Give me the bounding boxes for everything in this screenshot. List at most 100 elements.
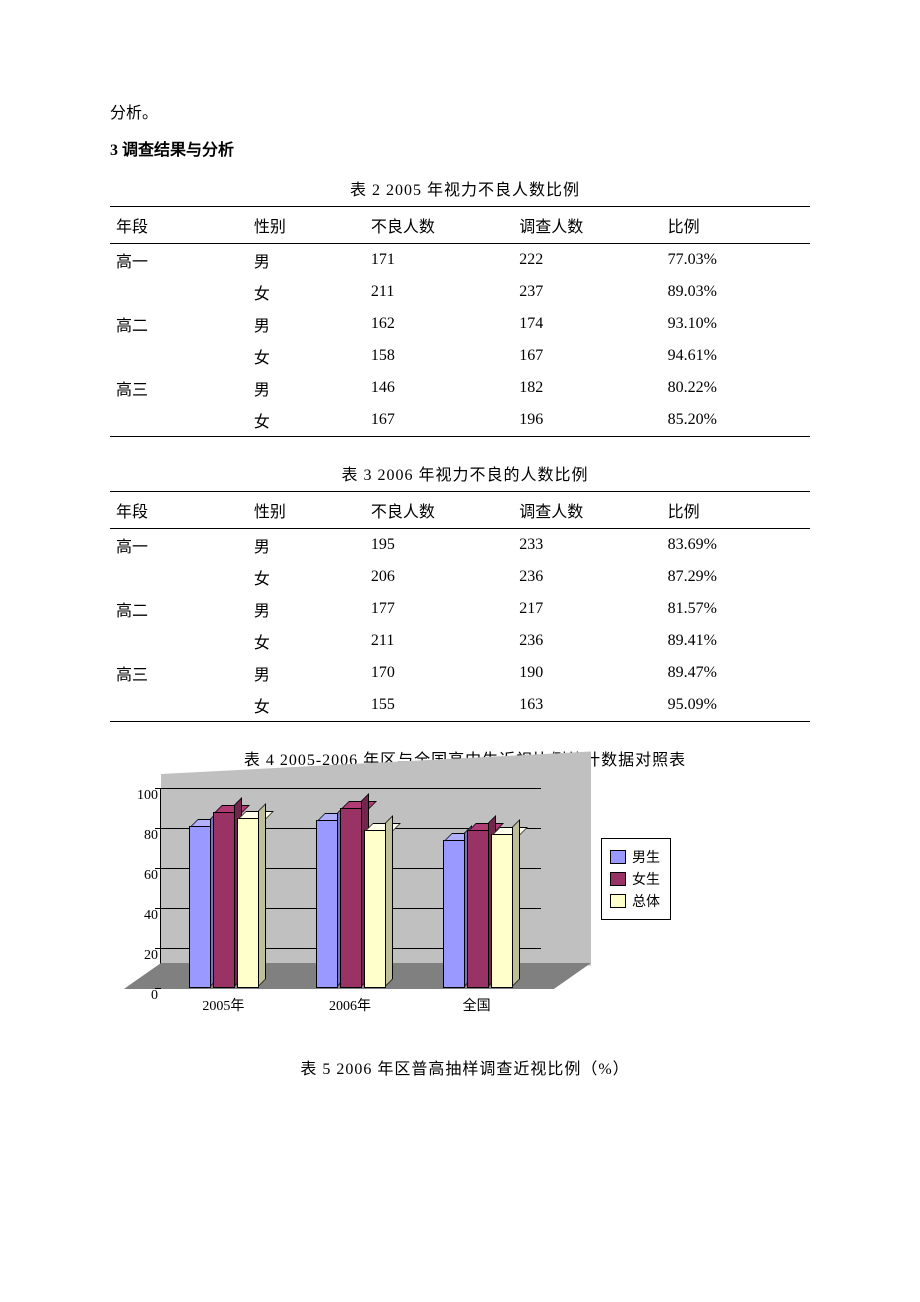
table-cell: 195 <box>365 528 513 561</box>
legend-label: 男生 <box>632 847 660 867</box>
table-row: 高二男16217493.10% <box>110 308 810 340</box>
table-cell: 77.03% <box>662 243 810 276</box>
bar <box>364 830 386 988</box>
table-cell: 83.69% <box>662 528 810 561</box>
y-tick-label: 100 <box>120 788 158 804</box>
table-row: 女21123689.41% <box>110 625 810 657</box>
bar <box>237 818 259 988</box>
table-cell: 163 <box>513 689 661 722</box>
legend-swatch <box>610 872 626 886</box>
table-cell: 237 <box>513 276 661 308</box>
table-cell: 95.09% <box>662 689 810 722</box>
table-row: 高三男17019089.47% <box>110 657 810 689</box>
table-cell: 女 <box>248 404 365 437</box>
table-row: 高三男14618280.22% <box>110 372 810 404</box>
table3-col-bad: 不良人数 <box>365 491 513 528</box>
table2-col-total: 调查人数 <box>513 206 661 243</box>
bar <box>213 812 235 988</box>
table-cell: 146 <box>365 372 513 404</box>
table-cell: 女 <box>248 276 365 308</box>
table-cell: 236 <box>513 561 661 593</box>
table-cell: 182 <box>513 372 661 404</box>
section-3-heading: 3 调查结果与分析 <box>110 137 820 166</box>
table-cell: 167 <box>365 404 513 437</box>
y-tick-label: 0 <box>120 988 158 1004</box>
table-cell: 211 <box>365 625 513 657</box>
table5-title: 表 5 2006 年区普高抽样调查近视比例（%） <box>110 1055 820 1079</box>
table-cell: 87.29% <box>662 561 810 593</box>
table-cell <box>110 340 248 372</box>
table-cell: 211 <box>365 276 513 308</box>
table-cell: 174 <box>513 308 661 340</box>
table-cell: 女 <box>248 561 365 593</box>
table-cell <box>110 561 248 593</box>
table-cell: 高一 <box>110 243 248 276</box>
table-cell: 男 <box>248 593 365 625</box>
bar <box>491 834 513 988</box>
table2-col-sex: 性别 <box>248 206 365 243</box>
table-cell: 190 <box>513 657 661 689</box>
table-cell: 177 <box>365 593 513 625</box>
table-cell: 高二 <box>110 308 248 340</box>
table-cell: 高三 <box>110 657 248 689</box>
table2-col-ratio: 比例 <box>662 206 810 243</box>
table-cell: 高二 <box>110 593 248 625</box>
table-cell <box>110 276 248 308</box>
y-tick-label: 40 <box>120 908 158 924</box>
y-tick-label: 20 <box>120 948 158 964</box>
table3: 年段 性别 不良人数 调查人数 比例 高一男19523383.69%女20623… <box>110 491 810 722</box>
table3-title: 表 3 2006 年视力不良的人数比例 <box>110 461 820 485</box>
legend-label: 女生 <box>632 869 660 889</box>
legend-item: 男生 <box>610 847 660 867</box>
bar <box>340 808 362 988</box>
table-cell: 170 <box>365 657 513 689</box>
y-tick-label: 60 <box>120 868 158 884</box>
table2-title: 表 2 2005 年视力不良人数比例 <box>110 176 820 200</box>
chart-legend: 男生女生总体 <box>601 838 671 920</box>
y-tick-label: 80 <box>120 828 158 844</box>
chart-groups <box>161 788 541 988</box>
legend-item: 总体 <box>610 891 660 911</box>
table-cell: 217 <box>513 593 661 625</box>
table-cell: 171 <box>365 243 513 276</box>
table-cell: 155 <box>365 689 513 722</box>
chart-container: 020406080100 2005年2006年全国 男生女生总体 <box>160 788 820 1015</box>
chart-plot <box>160 788 541 989</box>
table-row: 高二男17721781.57% <box>110 593 810 625</box>
legend-swatch <box>610 850 626 864</box>
x-tick-label: 2006年 <box>287 995 414 1015</box>
table-cell: 高三 <box>110 372 248 404</box>
table-cell: 89.03% <box>662 276 810 308</box>
table2-col-bad: 不良人数 <box>365 206 513 243</box>
table-cell: 94.61% <box>662 340 810 372</box>
table-cell: 女 <box>248 689 365 722</box>
table-row: 高一男17122277.03% <box>110 243 810 276</box>
table-cell: 81.57% <box>662 593 810 625</box>
table-cell: 80.22% <box>662 372 810 404</box>
table-cell: 93.10% <box>662 308 810 340</box>
bar <box>189 826 211 988</box>
chart-y-axis: 020406080100 <box>120 788 158 988</box>
bar-group <box>288 788 415 988</box>
table-cell: 158 <box>365 340 513 372</box>
table-row: 女21123789.03% <box>110 276 810 308</box>
chart-area: 020406080100 2005年2006年全国 <box>160 788 541 1015</box>
table-cell: 236 <box>513 625 661 657</box>
table3-col-ratio: 比例 <box>662 491 810 528</box>
legend-swatch <box>610 894 626 908</box>
table2: 年段 性别 不良人数 调查人数 比例 高一男17122277.03%女21123… <box>110 206 810 437</box>
table-row: 女15816794.61% <box>110 340 810 372</box>
table-cell: 女 <box>248 625 365 657</box>
table-cell <box>110 625 248 657</box>
table3-col-grade: 年段 <box>110 491 248 528</box>
table-cell: 男 <box>248 243 365 276</box>
table-cell: 162 <box>365 308 513 340</box>
table3-col-total: 调查人数 <box>513 491 661 528</box>
table-cell: 233 <box>513 528 661 561</box>
table-cell: 男 <box>248 372 365 404</box>
table-cell: 女 <box>248 340 365 372</box>
bar <box>316 820 338 988</box>
table3-col-sex: 性别 <box>248 491 365 528</box>
table-cell: 167 <box>513 340 661 372</box>
x-tick-label: 2005年 <box>160 995 287 1015</box>
